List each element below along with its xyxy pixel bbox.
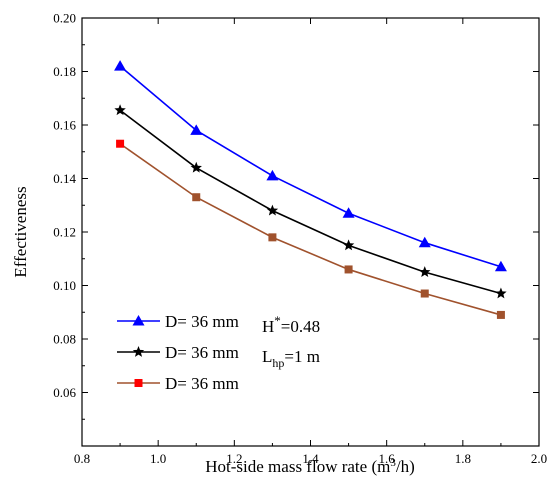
data-point-2 (419, 266, 431, 277)
data-point-1 (114, 60, 127, 71)
x-tick-label: 1.6 (379, 451, 396, 466)
series-lines (119, 65, 502, 316)
y-tick-label: 0.12 (53, 225, 76, 240)
series-line-1 (119, 65, 502, 268)
legend: D= 36 mm D= 36 mm D= 36 mm (117, 312, 239, 393)
y-tick-label: 0.06 (53, 385, 76, 400)
y-tick-label: 0.08 (53, 332, 76, 347)
data-point-3 (192, 193, 201, 202)
x-tick-label: 1.8 (455, 451, 471, 466)
tick-labels: 0.8 1.0 1.2 1.4 1.6 1.8 2.0 0.06 0.08 0.10 0.12 0.1… (53, 11, 547, 467)
plot-frame (81, 17, 540, 447)
data-point-2 (266, 204, 279, 216)
annotation-l-hp: Lhp=1 m (262, 347, 320, 370)
data-point-1 (494, 260, 507, 272)
y-tick-label: 0.10 (53, 278, 76, 293)
legend-marker (132, 315, 145, 326)
data-point-1 (342, 207, 355, 218)
legend-label: D= 36 mm (165, 312, 239, 331)
x-axis-title: Hot-side mass flow rate (m3/h) (205, 457, 414, 476)
data-point-3 (420, 289, 429, 298)
legend-label: D= 36 mm (165, 343, 239, 362)
data-point-3 (496, 310, 505, 319)
legend-marker (134, 379, 143, 387)
data-point-3 (268, 233, 277, 242)
y-tick-label: 0.16 (53, 118, 76, 133)
data-point-1 (190, 124, 203, 135)
y-tick-label: 0.20 (53, 11, 76, 26)
data-point-2 (495, 287, 507, 299)
data-point-1 (266, 169, 279, 181)
data-point-1 (418, 236, 431, 248)
data-point-2 (190, 161, 202, 173)
annotation-h-star: H*=0.48 (262, 313, 320, 336)
legend-marker (132, 346, 145, 357)
x-tick-label: 1.4 (302, 451, 319, 466)
series-markers (114, 60, 507, 319)
axis-ticks (81, 17, 540, 446)
series-line-2 (119, 109, 502, 295)
legend-label: D= 36 mm (165, 374, 239, 393)
y-tick-label: 0.18 (53, 64, 76, 79)
x-tick-label: 0.8 (74, 451, 90, 466)
x-tick-label: 1.0 (150, 451, 166, 466)
y-tick-label: 0.14 (53, 171, 76, 186)
data-point-2 (342, 239, 355, 251)
data-point-2 (114, 104, 126, 116)
y-axis-title: Effectiveness (11, 186, 30, 277)
data-point-3 (116, 139, 125, 148)
x-tick-label: 2.0 (531, 451, 547, 466)
data-point-3 (344, 265, 353, 274)
x-tick-label: 1.2 (226, 451, 242, 466)
series-line-3 (119, 143, 502, 316)
